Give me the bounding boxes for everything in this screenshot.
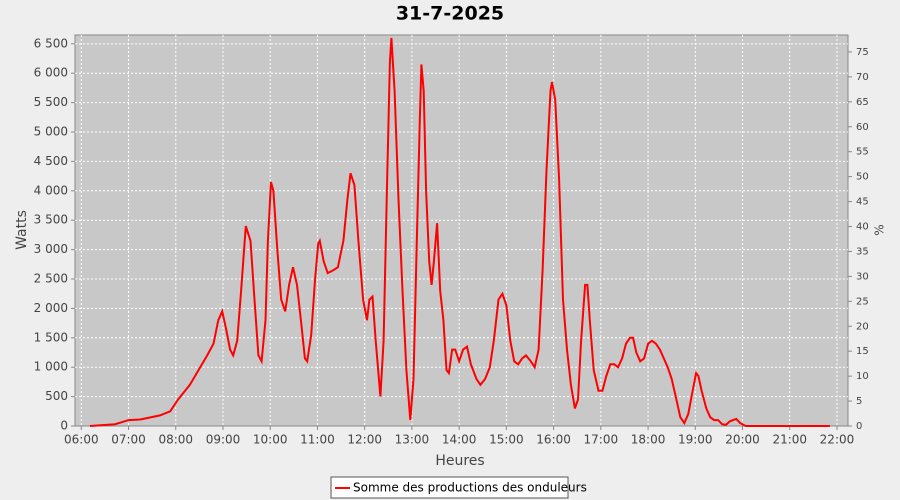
x-tick-label: 22:00 — [820, 433, 855, 447]
chart-title: 31-7-2025 — [396, 3, 504, 25]
x-tick-label: 08:00 — [158, 433, 193, 447]
y-tick-label: 1 000 — [34, 360, 68, 374]
x-tick-label: 09:00 — [206, 433, 241, 447]
y-tick-label: 0 — [60, 419, 68, 433]
x-tick-label: 21:00 — [772, 433, 807, 447]
y-tick-label: 5 500 — [34, 95, 68, 109]
y-tick-label: 500 — [45, 389, 68, 403]
y-tick-label: 6 500 — [34, 36, 68, 50]
x-tick-label: 07:00 — [111, 433, 146, 447]
x-tick-label: 13:00 — [395, 433, 430, 447]
y2-tick-label: 35 — [856, 246, 869, 257]
y-tick-label: 1 500 — [34, 330, 68, 344]
x-tick-label: 16:00 — [536, 433, 571, 447]
y2-axis-label: % — [873, 224, 887, 235]
x-axis-label: Heures — [435, 453, 484, 469]
y2-tick-label: 5 — [856, 396, 862, 407]
y2-tick-label: 30 — [856, 271, 869, 282]
x-tick-label: 15:00 — [489, 433, 524, 447]
y2-tick-label: 60 — [856, 122, 869, 133]
x-tick-label: 20:00 — [725, 433, 760, 447]
y-tick-label: 2 000 — [34, 301, 68, 315]
y-tick-label: 6 000 — [34, 66, 68, 80]
y2-tick-label: 10 — [856, 371, 869, 382]
series-line — [89, 37, 830, 427]
y-axis-label: Watts — [14, 210, 30, 250]
y2-tick-label: 15 — [856, 346, 869, 357]
y2-tick-label: 65 — [856, 97, 869, 108]
x-tick-label: 18:00 — [631, 433, 666, 447]
y-tick-label: 4 500 — [34, 154, 68, 168]
y2-tick-label: 0 — [856, 421, 862, 432]
y2-tick-label: 75 — [856, 47, 869, 58]
y2-tick-label: 25 — [856, 296, 869, 307]
y-tick-label: 3 000 — [34, 242, 68, 256]
y-tick-label: 2 500 — [34, 272, 68, 286]
x-tick-label: 10:00 — [253, 433, 288, 447]
y-tick-label: 4 000 — [34, 183, 68, 197]
y-tick-label: 3 500 — [34, 213, 68, 227]
legend — [330, 476, 569, 499]
y-tick-label: 5 000 — [34, 125, 68, 139]
x-tick-label: 12:00 — [347, 433, 382, 447]
y2-tick-label: 20 — [856, 321, 869, 332]
y2-tick-label: 40 — [856, 222, 869, 233]
legend-label: Somme des productions des onduleurs — [353, 481, 587, 495]
y2-tick-label: 70 — [856, 72, 869, 83]
x-tick-label: 19:00 — [678, 433, 713, 447]
x-tick-label: 17:00 — [584, 433, 619, 447]
y2-tick-label: 50 — [856, 172, 869, 183]
y2-tick-label: 45 — [856, 197, 869, 208]
x-tick-label: 11:00 — [300, 433, 335, 447]
x-tick-label: 14:00 — [442, 433, 477, 447]
y2-tick-label: 55 — [856, 147, 869, 158]
x-tick-label: 06:00 — [64, 433, 99, 447]
